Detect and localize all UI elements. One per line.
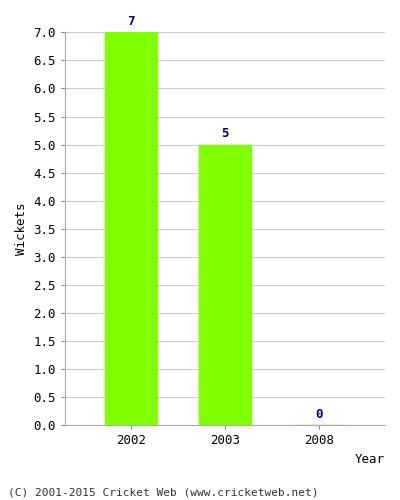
Text: Year: Year xyxy=(355,452,385,466)
Text: (C) 2001-2015 Cricket Web (www.cricketweb.net): (C) 2001-2015 Cricket Web (www.cricketwe… xyxy=(8,488,318,498)
Text: 5: 5 xyxy=(221,127,229,140)
Text: 0: 0 xyxy=(315,408,323,420)
Y-axis label: Wickets: Wickets xyxy=(15,202,28,255)
Text: 7: 7 xyxy=(127,15,135,28)
Bar xyxy=(199,144,251,425)
Bar xyxy=(105,32,157,425)
